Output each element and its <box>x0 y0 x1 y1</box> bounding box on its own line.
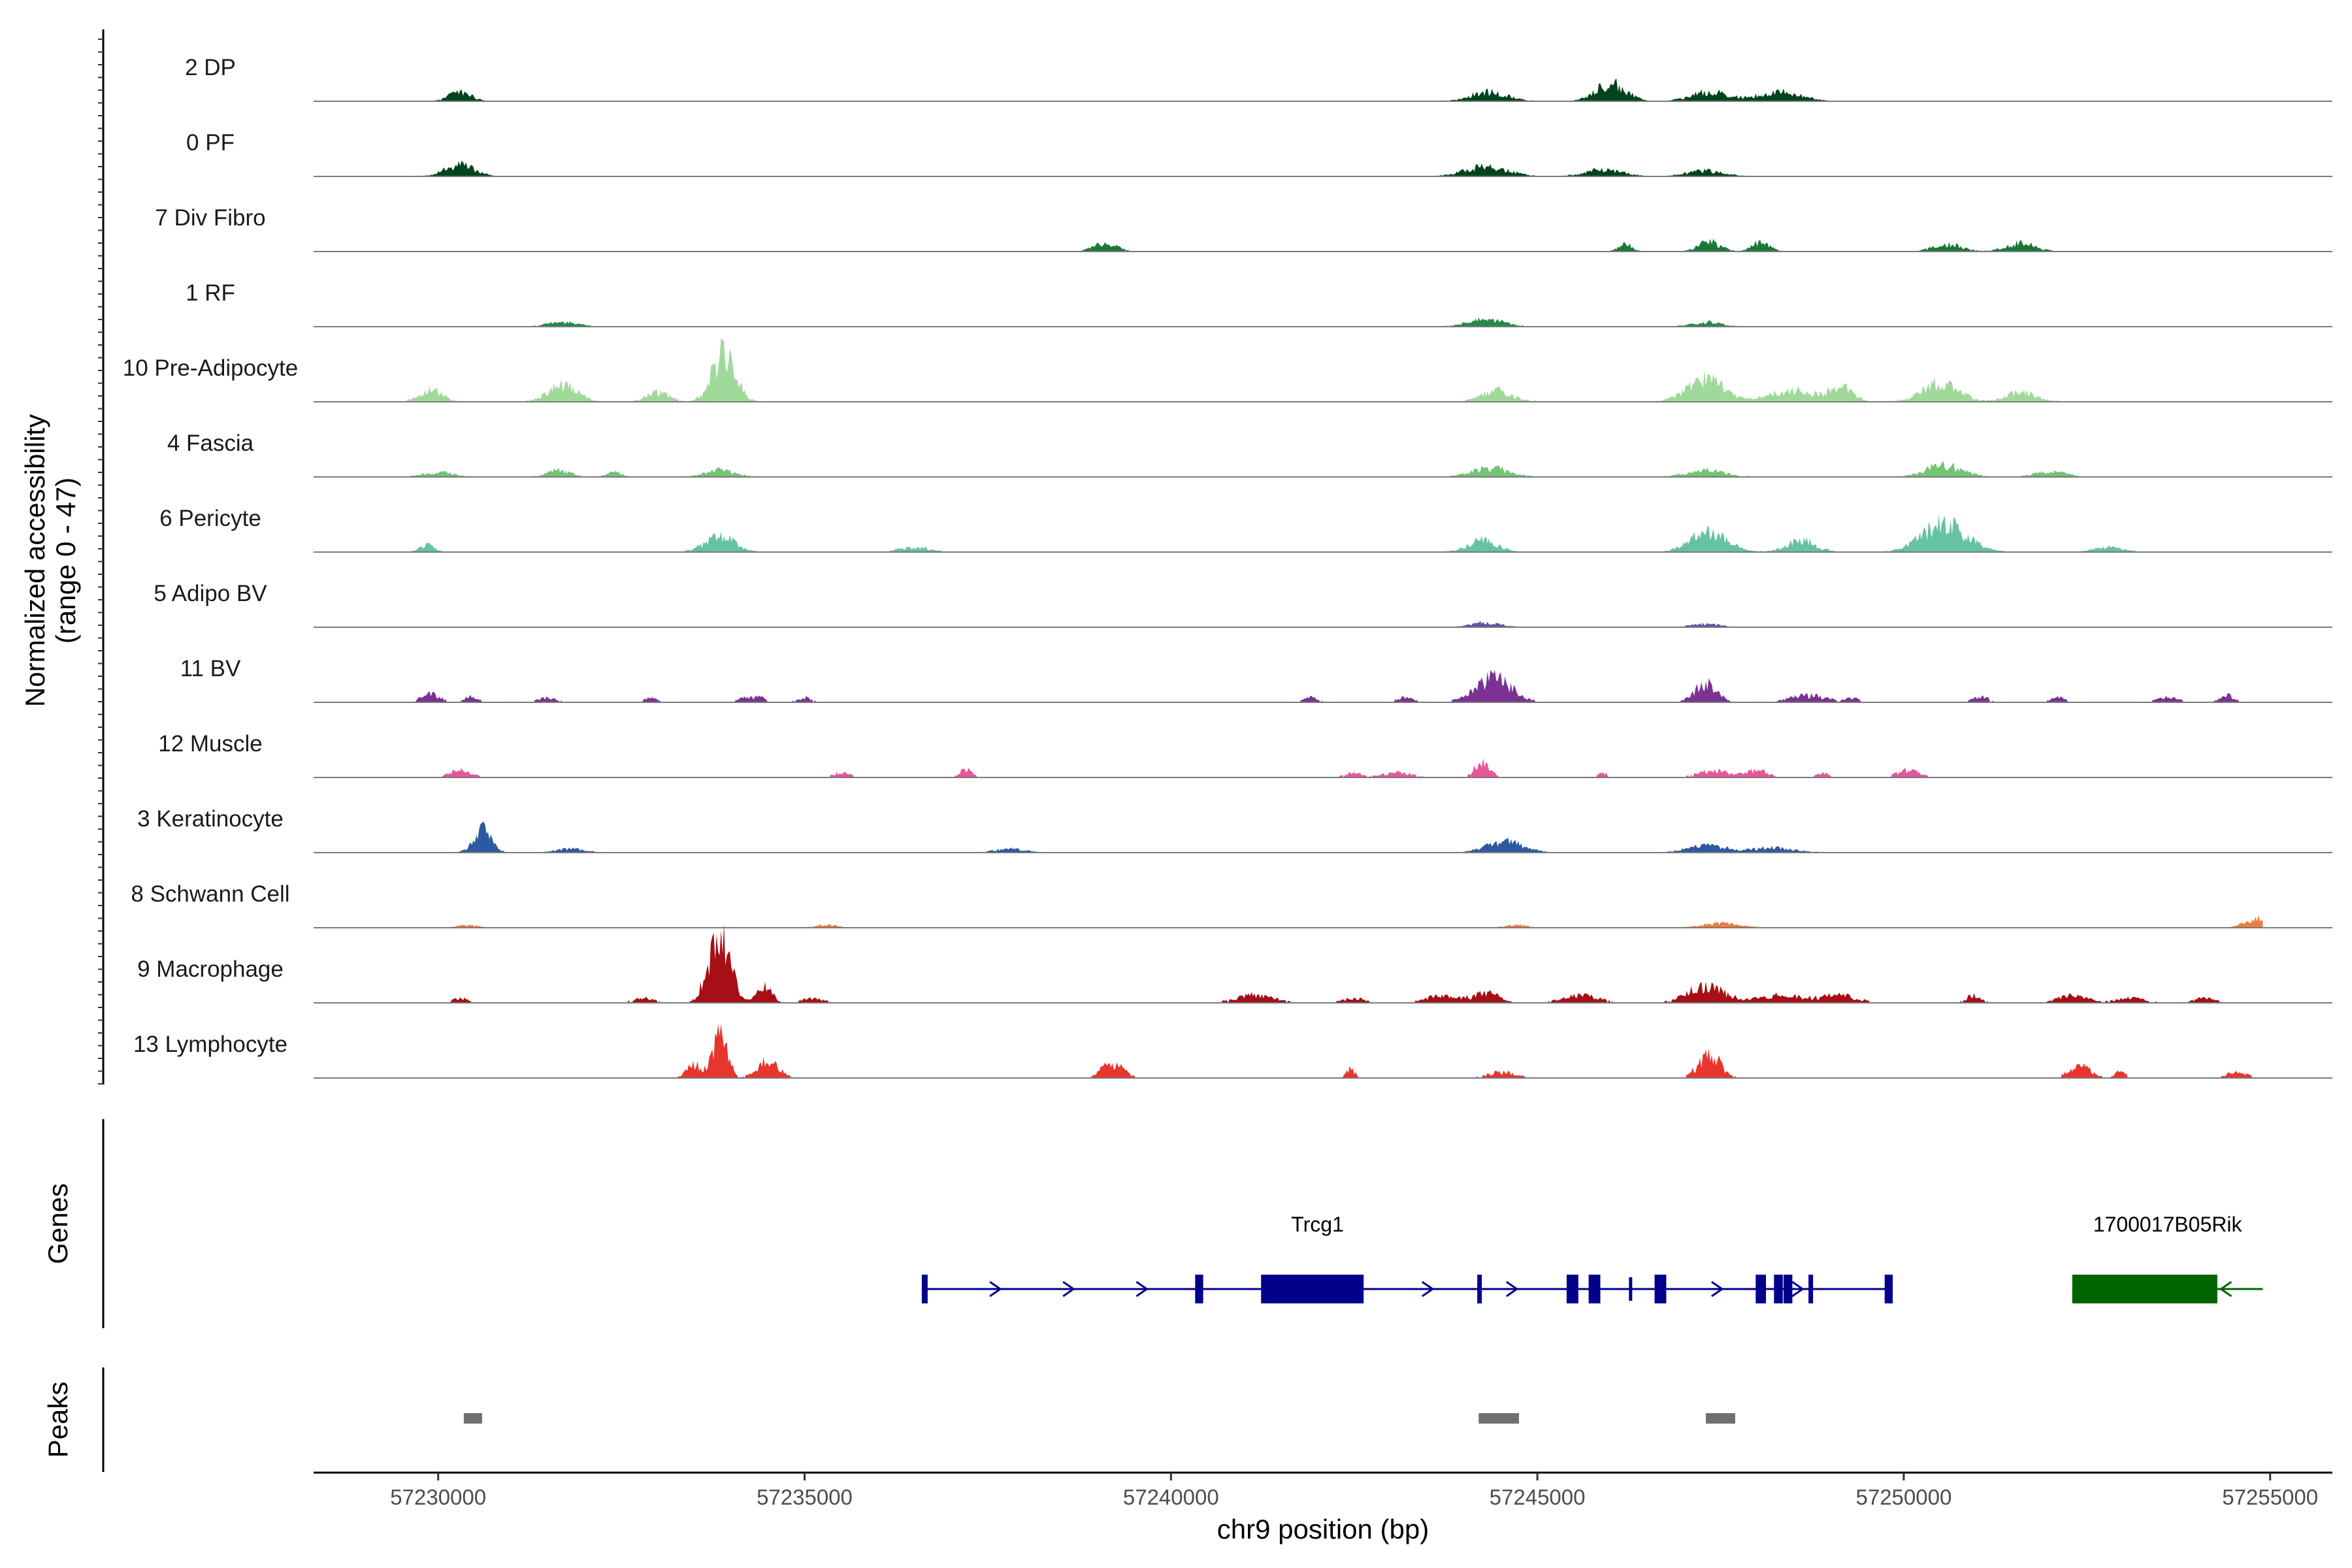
x-axis: 57230000 57235000 57240000 57245000 57250000… <box>390 1473 2318 1509</box>
track-coverage <box>314 758 2263 777</box>
track-label: 11 BV <box>180 656 241 681</box>
gene-strand-arrow <box>1711 1281 1724 1298</box>
gene-1700017B05Rik: 1700017B05Rik <box>2072 1213 2263 1303</box>
gene-exon <box>2072 1275 2217 1303</box>
track-label: 5 Adipo BV <box>154 581 267 606</box>
track-13: 9 Macrophage <box>137 923 2332 1004</box>
peaks-track <box>463 1413 1735 1424</box>
track-coverage <box>314 915 2263 928</box>
track-9: 11 BV <box>180 656 2332 703</box>
track-10: 12 Muscle <box>158 731 2332 778</box>
gene-exon <box>1654 1275 1667 1303</box>
track-coverage <box>314 1024 2263 1078</box>
track-label: 9 Macrophage <box>137 956 284 982</box>
track-8: 5 Adipo BV <box>154 581 2332 628</box>
track-2: 0 PF <box>186 130 2332 177</box>
x-tick-label: 57255000 <box>2222 1485 2318 1509</box>
track-label: 0 PF <box>186 130 235 155</box>
track-label: 8 Schwann Cell <box>131 881 289 907</box>
track-coverage <box>314 461 2263 477</box>
peak-region <box>1478 1413 1519 1424</box>
track-4: 1 RF <box>186 280 2332 327</box>
gene-exon <box>1884 1275 1893 1303</box>
gene-exon <box>1195 1275 1203 1303</box>
track-label: 6 Pericyte <box>159 506 261 531</box>
peak-region <box>1706 1413 1735 1424</box>
gene-exon <box>1566 1275 1578 1303</box>
y-axis-title-line2: (range 0 - 47) <box>50 478 81 644</box>
track-coverage <box>314 514 2263 552</box>
gene-exon <box>1756 1275 1766 1303</box>
track-12: 8 Schwann Cell <box>131 881 2332 928</box>
coverage-y-axis <box>98 29 105 1085</box>
track-coverage <box>314 821 2263 853</box>
track-coverage <box>314 670 2263 702</box>
track-7: 6 Pericyte <box>159 506 2332 553</box>
gene-exon <box>921 1275 928 1303</box>
gene-exon <box>1783 1275 1793 1303</box>
x-tick-label: 57240000 <box>1123 1485 1219 1509</box>
track-coverage <box>314 338 2263 402</box>
gene-exon <box>1629 1277 1633 1301</box>
x-tick-label: 57230000 <box>390 1485 486 1509</box>
coverage-tracks: 2 DP 0 PF 7 Div Fibro 1 RF 10 Pre-Adipocyte 4… <box>123 55 2332 1079</box>
gene-exon <box>1261 1275 1364 1303</box>
gene-track: Trcg1 1700017B05Rik <box>921 1213 2263 1303</box>
gene-strand-arrow <box>1421 1281 1435 1298</box>
track-coverage <box>314 238 2263 252</box>
track-3: 7 Div Fibro <box>155 205 2332 252</box>
track-5: 10 Pre-Adipocyte <box>123 338 2332 402</box>
track-label: 13 Lymphocyte <box>133 1032 287 1057</box>
track-coverage <box>314 923 2263 1003</box>
gene-strand-arrow <box>989 1281 1002 1298</box>
track-label: 3 Keratinocyte <box>137 806 284 832</box>
x-tick-label: 57235000 <box>757 1485 853 1509</box>
track-1: 2 DP <box>185 55 2332 102</box>
track-label: 2 DP <box>185 55 236 80</box>
peak-region <box>463 1413 482 1424</box>
gene-exon <box>1477 1275 1482 1303</box>
track-coverage <box>314 161 2263 176</box>
track-label: 1 RF <box>186 280 235 306</box>
track-label: 12 Muscle <box>158 731 263 757</box>
peaks-axis-title: Peaks <box>42 1382 73 1458</box>
track-coverage <box>314 621 2263 627</box>
gene-exon <box>1774 1275 1783 1303</box>
track-label: 7 Div Fibro <box>155 205 265 231</box>
gene-strand-arrow <box>2219 1281 2232 1298</box>
gene-exon <box>1808 1275 1814 1303</box>
gene-label: Trcg1 <box>1291 1213 1344 1236</box>
genes-axis-title: Genes <box>42 1183 73 1264</box>
gene-exon <box>1588 1275 1601 1303</box>
y-axis-title-line1: Normalized accessibility <box>20 414 50 707</box>
track-coverage <box>314 78 2263 101</box>
gene-strand-arrow <box>1505 1281 1519 1298</box>
x-tick-label: 57250000 <box>1855 1485 1952 1509</box>
gene-label: 1700017B05Rik <box>2093 1213 2243 1236</box>
gene-strand-arrow <box>1135 1281 1149 1298</box>
gene-strand-arrow <box>1062 1281 1075 1298</box>
x-axis-title: chr9 position (bp) <box>1217 1514 1429 1544</box>
track-11: 3 Keratinocyte <box>137 806 2332 853</box>
track-6: 4 Fascia <box>167 431 2332 478</box>
x-tick-label: 57245000 <box>1490 1485 1586 1509</box>
track-coverage <box>314 318 2263 327</box>
track-label: 10 Pre-Adipocyte <box>123 355 298 381</box>
gene-Trcg1: Trcg1 <box>921 1213 1893 1303</box>
track-14: 13 Lymphocyte <box>133 1024 2332 1079</box>
gene-strand-arrow <box>1791 1281 1805 1298</box>
track-label: 4 Fascia <box>167 431 254 456</box>
